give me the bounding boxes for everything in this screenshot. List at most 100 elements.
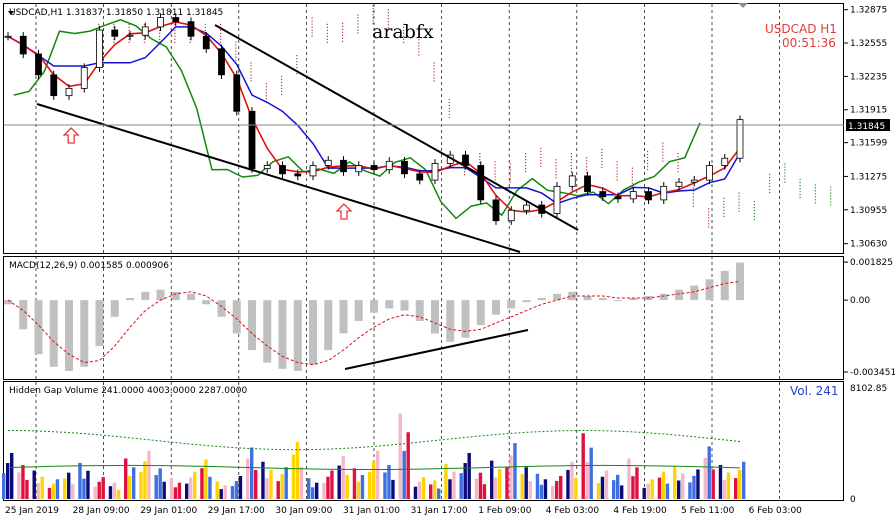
cloud-dot [311, 29, 313, 31]
volume-bar [208, 476, 212, 499]
cloud-dot [159, 38, 161, 40]
cloud-dot [662, 151, 664, 153]
volume-bar [490, 460, 494, 499]
volume-bar [673, 466, 677, 499]
cloud-dot [433, 74, 435, 76]
time-tick-label: 31 Jan 17:00 [411, 506, 468, 516]
cloud-dot [814, 202, 816, 204]
macd-histogram-bar [126, 298, 134, 301]
cloud-dot [814, 199, 816, 201]
cloud-dot [799, 191, 801, 193]
cloud-dot [220, 29, 222, 31]
time-tick-label: 5 Feb 11:00 [681, 506, 735, 516]
cloud-dot [708, 217, 710, 219]
cloud-dot [601, 154, 603, 157]
cloud-dot [708, 208, 710, 210]
volume-panel [3, 381, 844, 501]
scroll-shift-icon[interactable] [738, 3, 748, 8]
volume-bar [250, 447, 254, 499]
cloud-dot [677, 161, 679, 164]
cloud-dot [448, 98, 450, 100]
volume-bar [108, 486, 113, 499]
macd-histogram-bar [370, 300, 378, 313]
cloud-dot [586, 160, 588, 162]
cloud-dot [311, 35, 313, 37]
volume-bar [372, 461, 376, 499]
cloud-dot [830, 201, 832, 203]
volume-bar [223, 485, 227, 499]
volume-bar [402, 450, 406, 499]
candle-body [324, 159, 332, 166]
cloud-dot [174, 35, 176, 37]
volume-bar [467, 452, 471, 499]
chart-menu-icon[interactable] [8, 11, 14, 15]
cloud-dot [342, 37, 344, 39]
cloud-dot [326, 29, 328, 31]
volume-bar [657, 477, 662, 499]
candle-body [629, 191, 637, 200]
macd-histogram-bar [415, 300, 424, 321]
macd-histogram-bar [187, 293, 195, 301]
volume-bar [116, 489, 121, 499]
candle-body [553, 185, 561, 214]
cloud-dot [753, 206, 755, 209]
cloud-dot [113, 38, 115, 40]
cloud-dot [357, 17, 359, 19]
volume-bar [509, 455, 513, 499]
cloud-dot [540, 159, 542, 161]
cloud-dot [753, 203, 755, 206]
cloud-dot [296, 64, 298, 66]
volume-bar [585, 462, 589, 499]
cloud-dot [738, 207, 740, 209]
price-series [4, 5, 832, 253]
candle-body [568, 175, 576, 187]
cloud-dot [296, 55, 298, 57]
cloud-dot [570, 155, 572, 158]
volume-bar [238, 475, 243, 499]
countdown-timer: 00:51:36 [782, 36, 836, 50]
cloud-dot [494, 176, 496, 178]
cloud-dot [616, 173, 618, 175]
candle-body [675, 181, 683, 187]
time-tick-label: 4 Feb 03:00 [546, 506, 600, 516]
cloud-dot [403, 23, 405, 25]
cloud-dot [769, 182, 771, 185]
cloud-dot [372, 20, 374, 22]
volume-bar [93, 486, 97, 499]
macd-tick-label: 0.00 [850, 296, 870, 306]
cloud-dot [204, 26, 206, 28]
cloud-dot [372, 5, 374, 7]
macd-histogram-bar [736, 262, 744, 301]
cloud-dot [372, 8, 374, 10]
cloud-dot [342, 22, 344, 24]
cloud-dot [418, 48, 420, 50]
cloud-dot [662, 148, 664, 150]
cloud-dot [448, 110, 450, 112]
cloud-dot [326, 23, 328, 25]
cloud-dot [464, 168, 466, 170]
candle-body [462, 154, 469, 166]
cloud-dot [723, 200, 725, 203]
macd-histogram-bar [446, 300, 455, 342]
cloud-dot [311, 20, 313, 22]
volume-value-label: Vol. 241 [790, 384, 839, 398]
volume-tick-label: 8102.85 [850, 384, 887, 394]
cloud-dot [342, 34, 344, 36]
volume-tick-label: 0 [850, 495, 856, 505]
volume-bar [337, 465, 341, 499]
volume-bar [132, 467, 136, 499]
cloud-dot [555, 162, 557, 164]
cloud-dot [570, 170, 572, 173]
cloud-dot [464, 174, 466, 176]
cloud-dot [433, 77, 435, 79]
cloud-dot [692, 202, 694, 204]
cloud-dot [326, 32, 328, 34]
price-tick-label: 1.31275 [850, 172, 887, 182]
cloud-dot [418, 36, 420, 38]
cloud-dot [494, 164, 496, 166]
cloud-dot [769, 188, 771, 191]
cloud-dot [799, 197, 801, 199]
cloud-dot [433, 71, 435, 73]
volume-bar [444, 463, 448, 499]
